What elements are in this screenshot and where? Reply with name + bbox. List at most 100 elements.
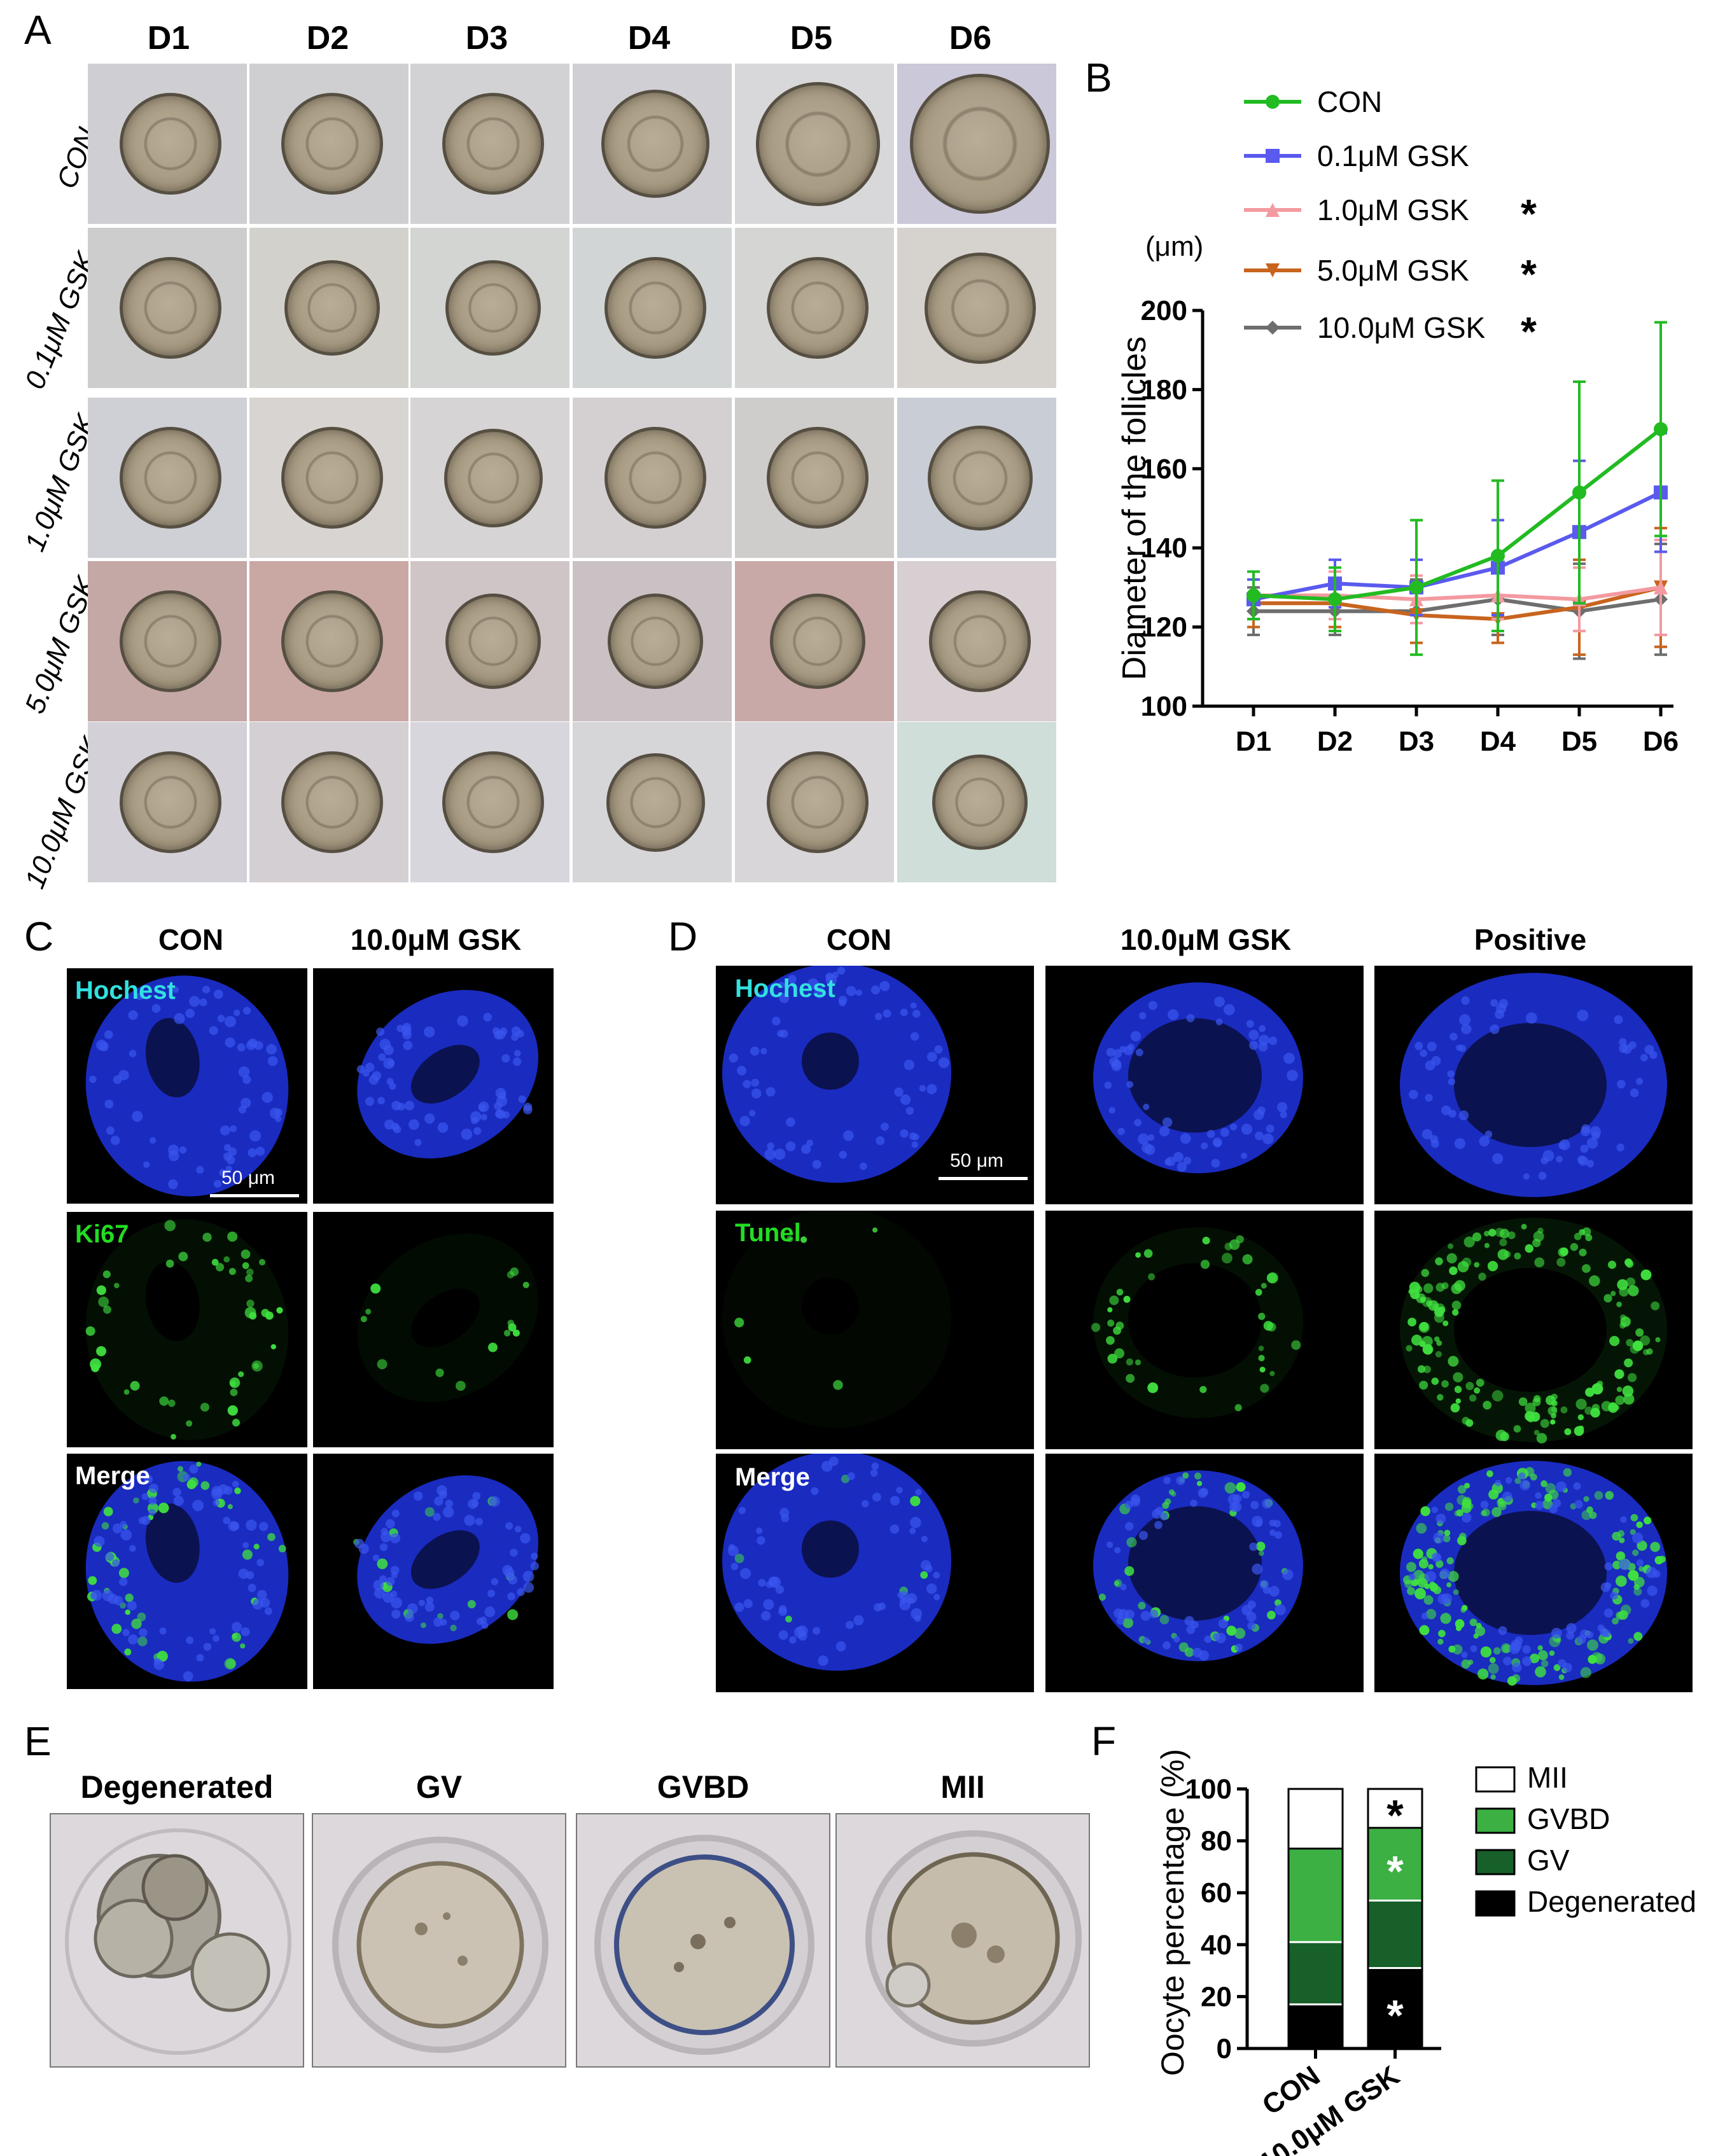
- follicle: [601, 90, 709, 198]
- follicle-image-r1-c3: [410, 64, 569, 224]
- data-point: [1572, 485, 1586, 500]
- panel-c-image-merge-gsk10: [313, 1454, 554, 1689]
- follicle: [770, 594, 865, 689]
- follicle-image-r2-c3: [410, 228, 569, 388]
- data-point: [1328, 592, 1342, 607]
- legend-marker: [1266, 263, 1280, 277]
- follicle-image-r3-c3: [410, 398, 569, 558]
- panel-a-col-d6: D6: [949, 20, 992, 57]
- follicle: [767, 257, 869, 359]
- y-axis-label: Oocyte percentage (%): [1155, 1749, 1191, 2076]
- follicle: [608, 594, 703, 689]
- panel-d-image-blue-gsk10: [1045, 966, 1364, 1204]
- follicle-image-r1-c5: [735, 64, 894, 224]
- panel-d-image-blue-con: [716, 966, 1034, 1204]
- panel-c-image-blue-gsk10: [313, 968, 554, 1204]
- follicle: [281, 590, 383, 692]
- follicle: [929, 590, 1031, 692]
- panel-letter-c: C: [24, 914, 54, 959]
- data-point: [1654, 580, 1668, 595]
- panel-a-col-d2: D2: [306, 20, 349, 57]
- follicle-image-r2-c6: [897, 228, 1056, 388]
- follicle: [606, 753, 705, 852]
- x-tick-label: D6: [1643, 726, 1679, 757]
- oocyte-image-degenerated: [50, 1813, 304, 2068]
- x-tick-label: D4: [1480, 726, 1516, 757]
- legend-marker: [1266, 203, 1280, 217]
- panel-d-image-green-positive: [1374, 1211, 1693, 1449]
- panel-a-col-d3: D3: [465, 20, 508, 57]
- follicle-image-r3-c6: [897, 398, 1056, 558]
- panel-e-title-gvbd: GVBD: [657, 1769, 750, 1805]
- legend-label: MII: [1527, 1761, 1568, 1794]
- follicle-image-r2-c5: [735, 228, 894, 388]
- follicle-image-r3-c5: [735, 398, 894, 558]
- panel-c-label-ki67: Ki67: [75, 1220, 129, 1248]
- follicle: [604, 427, 706, 529]
- legend-label: 0.1μM GSK: [1317, 139, 1469, 172]
- follicle-image-r5-c4: [573, 722, 732, 882]
- panel-d-col-positive: Positive: [1474, 923, 1587, 956]
- follicle-image-r3-c1: [88, 398, 247, 558]
- significance-star: *: [1386, 1991, 1404, 2040]
- x-tick-label: D1: [1236, 726, 1271, 757]
- follicle: [755, 81, 880, 206]
- data-point: [1409, 580, 1423, 595]
- legend-marker: [1266, 95, 1280, 109]
- y-tick-label: 80: [1201, 1826, 1232, 1857]
- significance-star: *: [1386, 1791, 1404, 1840]
- follicle: [120, 751, 221, 853]
- follicle: [604, 257, 706, 359]
- legend-label: 5.0μM GSK: [1317, 254, 1469, 287]
- panel-b-line-chart: 100 120 140 160 180 200 D1 D2 D3 D4 D5 D6 Diameter o…: [1116, 85, 1679, 757]
- series-line-4: [1254, 597, 1661, 613]
- follicle: [927, 425, 1033, 531]
- legend-label: GV: [1527, 1844, 1570, 1877]
- oocyte-image-gvbd: [576, 1813, 830, 2068]
- data-point: [1654, 422, 1668, 436]
- panel-d-image-merge-con: [716, 1454, 1034, 1692]
- panel-d-image-green-con: [716, 1211, 1034, 1449]
- legend-swatch: [1475, 1890, 1516, 1917]
- series-line-2: [1254, 585, 1661, 602]
- y-tick-label: 100: [1141, 691, 1187, 722]
- legend-label: Degenerated: [1527, 1885, 1696, 1918]
- panel-d-col-con: CON: [826, 923, 892, 956]
- follicle-image-r1-c1: [88, 64, 247, 224]
- panel-c-image-green-con: [67, 1212, 307, 1447]
- panel-d-image-blue-positive: [1374, 966, 1693, 1204]
- follicle: [445, 260, 541, 356]
- follicle-image-r4-c2: [249, 561, 409, 721]
- panel-e-title-degenerated: Degenerated: [80, 1769, 274, 1805]
- legend-label: 10.0μM GSK: [1317, 311, 1486, 344]
- legend-label: GVBD: [1527, 1802, 1610, 1835]
- follicle: [120, 93, 221, 195]
- follicle: [281, 751, 383, 853]
- panel-d-scale-bar-line: [939, 1177, 1028, 1180]
- y-tick-label: 60: [1201, 1877, 1232, 1909]
- follicle-image-r2-c2: [249, 228, 409, 388]
- y-tick-label: 0: [1217, 2033, 1232, 2064]
- series-line-1: [1253, 490, 1662, 602]
- panel-letter-b: B: [1085, 55, 1112, 101]
- oocyte-image-mii: [835, 1813, 1090, 2068]
- series-line-3: [1254, 585, 1661, 622]
- panel-c-scale-bar-line: [210, 1194, 299, 1197]
- panel-a-col-d5: D5: [790, 20, 833, 57]
- follicle-image-r4-c4: [573, 561, 732, 721]
- follicle: [767, 427, 869, 529]
- follicle-image-r3-c4: [573, 398, 732, 558]
- data-point: [1247, 588, 1261, 602]
- panel-d-label-tunel: Tunel: [735, 1219, 801, 1247]
- significance-star: *: [1521, 309, 1537, 354]
- x-tick-label: D2: [1317, 726, 1353, 757]
- oocyte-image-gv: [312, 1813, 566, 2068]
- legend-swatch: [1475, 1849, 1516, 1875]
- follicle-image-r3-c2: [249, 398, 409, 558]
- y-tick-label: 180: [1141, 374, 1187, 405]
- follicle: [281, 93, 383, 195]
- significance-star: *: [1521, 251, 1537, 297]
- panel-c-scale-bar-label: 50 μm: [221, 1167, 275, 1188]
- panel-letter-e: E: [24, 1718, 52, 1764]
